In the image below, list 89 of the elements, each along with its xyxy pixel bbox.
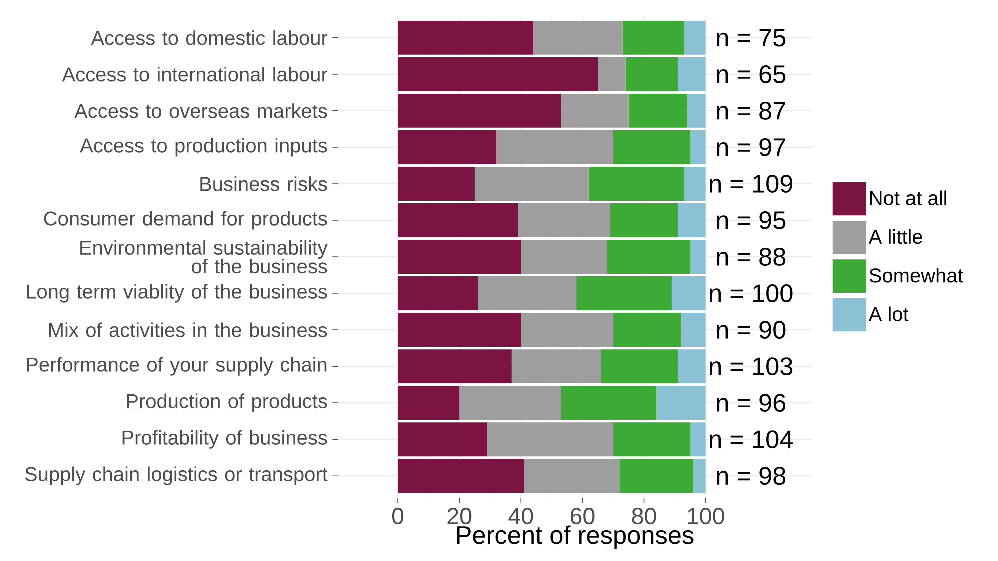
- bar: [694, 459, 706, 494]
- y-tick-label: Business risks: [200, 176, 328, 192]
- bar: [610, 204, 678, 238]
- bar: [613, 422, 690, 457]
- y-tick-label: Access to international labour: [62, 67, 328, 82]
- x-tick-label: 100: [688, 508, 724, 525]
- x-axis-title: Percent of responses: [457, 526, 694, 550]
- bar: [398, 94, 562, 128]
- bar: [398, 130, 497, 164]
- y-tick-label: Mix of activities in the business: [49, 322, 328, 338]
- annotation: n = 75: [717, 29, 786, 47]
- bar: [521, 240, 608, 274]
- x-tick-label: 20: [448, 508, 472, 525]
- annotation: n = 88: [717, 248, 786, 266]
- bar: [678, 204, 706, 238]
- bar: [487, 422, 614, 457]
- bar: [478, 276, 577, 310]
- annotation: n = 109: [710, 175, 793, 193]
- y-tick-label: Consumer demand for products: [44, 211, 328, 230]
- annotation: n = 87: [717, 102, 786, 120]
- x-tick-label: 80: [632, 508, 656, 525]
- bar: [622, 20, 684, 55]
- bar: [684, 20, 706, 55]
- bar: [690, 240, 706, 274]
- annotation: n = 90: [717, 321, 786, 340]
- bar: [628, 94, 688, 128]
- bar: [398, 276, 478, 310]
- y-tick-label: Access to domestic labour: [91, 30, 328, 46]
- annotation: n = 98: [717, 467, 786, 486]
- y-tick-label: Production of products: [127, 394, 328, 412]
- bar: [561, 386, 657, 420]
- bar: [678, 350, 706, 384]
- x-tick-label: 60: [570, 508, 595, 525]
- bar: [398, 167, 475, 201]
- bar: [398, 20, 534, 55]
- annotation: n = 65: [717, 65, 786, 84]
- bar: [690, 130, 706, 164]
- bar: [678, 57, 706, 92]
- annotation: n = 104: [710, 430, 793, 449]
- y-tick-label: Environmental sustainability of the business: [80, 240, 328, 274]
- bar: [518, 204, 610, 238]
- y-tick-label: Long term viablity of the business: [27, 284, 328, 303]
- y-tick-label: Supply chain logistics or transport: [25, 466, 328, 486]
- y-tick-label: Profitability of business: [122, 430, 328, 449]
- bar: [687, 94, 706, 128]
- bar: [620, 459, 694, 494]
- y-tick-label: Performance of your supply chain: [27, 357, 327, 376]
- bar: [601, 350, 678, 384]
- bar: [398, 422, 488, 457]
- bar: [398, 459, 524, 494]
- bar: [398, 350, 512, 384]
- y-tick-label: Access to overseas markets: [74, 104, 328, 118]
- legend-label: A lot: [868, 306, 909, 322]
- bar: [524, 459, 620, 494]
- bar: [672, 276, 706, 310]
- bar: [474, 167, 589, 201]
- annotation: n = 103: [710, 358, 793, 376]
- bar: [533, 20, 623, 55]
- legend-label: Not at all: [870, 190, 946, 206]
- bar: [613, 313, 682, 348]
- bar: [598, 57, 626, 92]
- legend-label: Somewhat: [870, 268, 964, 283]
- annotation: n = 97: [717, 138, 786, 156]
- bar: [656, 386, 706, 420]
- bar: [626, 57, 678, 92]
- x-tick-label: 40: [508, 508, 534, 525]
- bar: [521, 313, 614, 348]
- bar: [576, 276, 672, 310]
- bar: [398, 313, 522, 348]
- annotation: n = 96: [717, 394, 786, 412]
- bar: [496, 130, 614, 164]
- bar: [398, 204, 518, 238]
- bar: [588, 167, 684, 201]
- annotation: n = 100: [710, 284, 793, 302]
- bar: [398, 240, 522, 274]
- bar: [460, 386, 562, 420]
- annotation: n = 95: [717, 212, 786, 230]
- bar: [681, 313, 706, 348]
- bar: [684, 167, 706, 201]
- bar: [398, 57, 598, 92]
- y-tick-label: Access to production inputs: [80, 138, 328, 157]
- bar: [607, 240, 690, 274]
- x-tick-label: 0: [392, 508, 404, 525]
- bar: [512, 350, 602, 384]
- legend-label: A little: [868, 229, 922, 244]
- bar: [613, 130, 690, 164]
- bar: [690, 422, 706, 457]
- bar: [398, 386, 460, 420]
- bar: [561, 94, 629, 128]
